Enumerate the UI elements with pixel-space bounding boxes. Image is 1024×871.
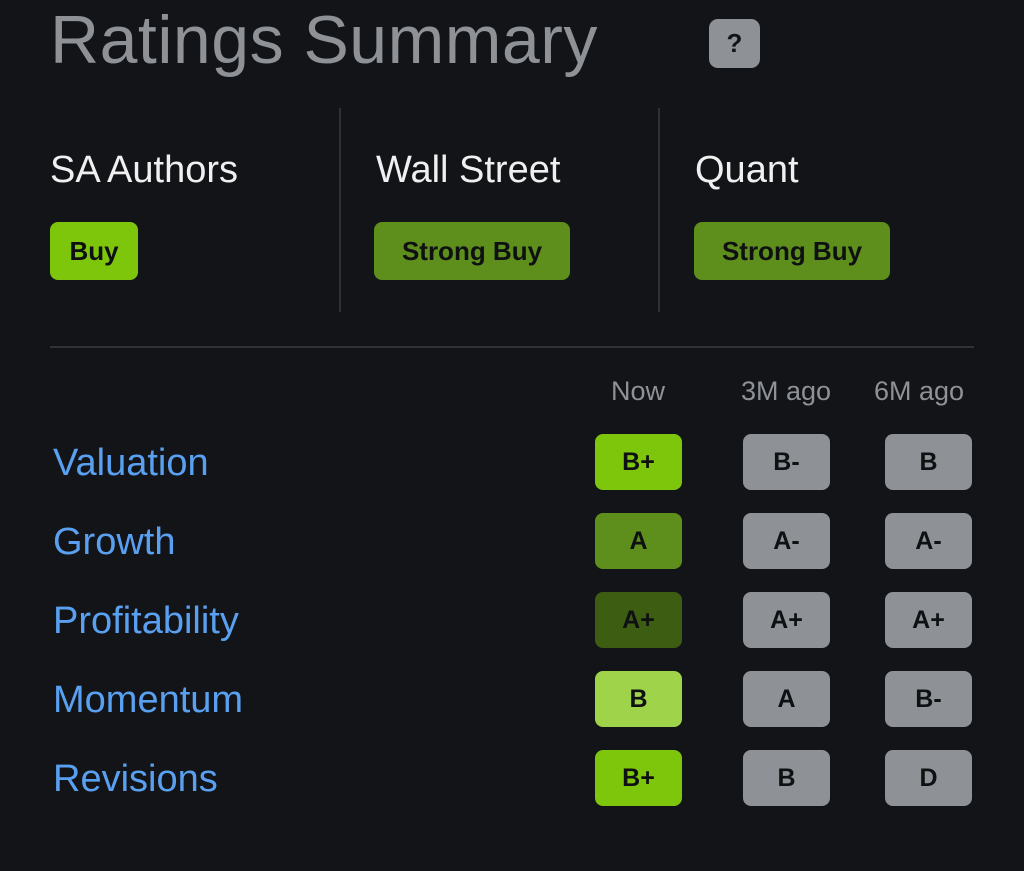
grade-now: A+ <box>595 592 682 648</box>
grade-3m: B- <box>743 434 830 490</box>
grade-6m: B <box>885 434 972 490</box>
grade-6m: B- <box>885 671 972 727</box>
factor-link-valuation[interactable]: Valuation <box>53 442 209 484</box>
rating-source-label: Wall Street <box>376 149 561 191</box>
grade-3m: A <box>743 671 830 727</box>
grade-6m: A+ <box>885 592 972 648</box>
rating-badge[interactable]: Strong Buy <box>694 222 890 280</box>
grade-now: B+ <box>595 434 682 490</box>
factor-link-growth[interactable]: Growth <box>53 521 176 563</box>
rating-wall-street: Wall Street Strong Buy <box>339 108 661 312</box>
column-header-6m: 6M ago <box>873 376 965 406</box>
page-title: Ratings Summary <box>50 2 598 78</box>
factor-link-momentum[interactable]: Momentum <box>53 679 244 721</box>
rating-badge[interactable]: Buy <box>50 222 138 280</box>
factor-link-revisions[interactable]: Revisions <box>53 758 218 800</box>
column-header-3m: 3M ago <box>740 376 832 406</box>
rating-badge[interactable]: Strong Buy <box>374 222 570 280</box>
column-header-now: Now <box>610 376 665 406</box>
section-divider <box>50 346 974 348</box>
grade-3m: A+ <box>743 592 830 648</box>
rating-sa-authors: SA Authors Buy <box>50 108 340 312</box>
grade-6m: A- <box>885 513 972 569</box>
grade-now: B+ <box>595 750 682 806</box>
rating-source-label: Quant <box>695 149 799 191</box>
grade-3m: B <box>743 750 830 806</box>
grade-3m: A- <box>743 513 830 569</box>
help-icon[interactable]: ? <box>709 19 760 68</box>
grade-now: A <box>595 513 682 569</box>
grade-6m: D <box>885 750 972 806</box>
factor-link-profitability[interactable]: Profitability <box>53 600 239 642</box>
rating-quant: Quant Strong Buy <box>658 108 976 312</box>
rating-source-label: SA Authors <box>50 149 239 191</box>
grade-now: B <box>595 671 682 727</box>
